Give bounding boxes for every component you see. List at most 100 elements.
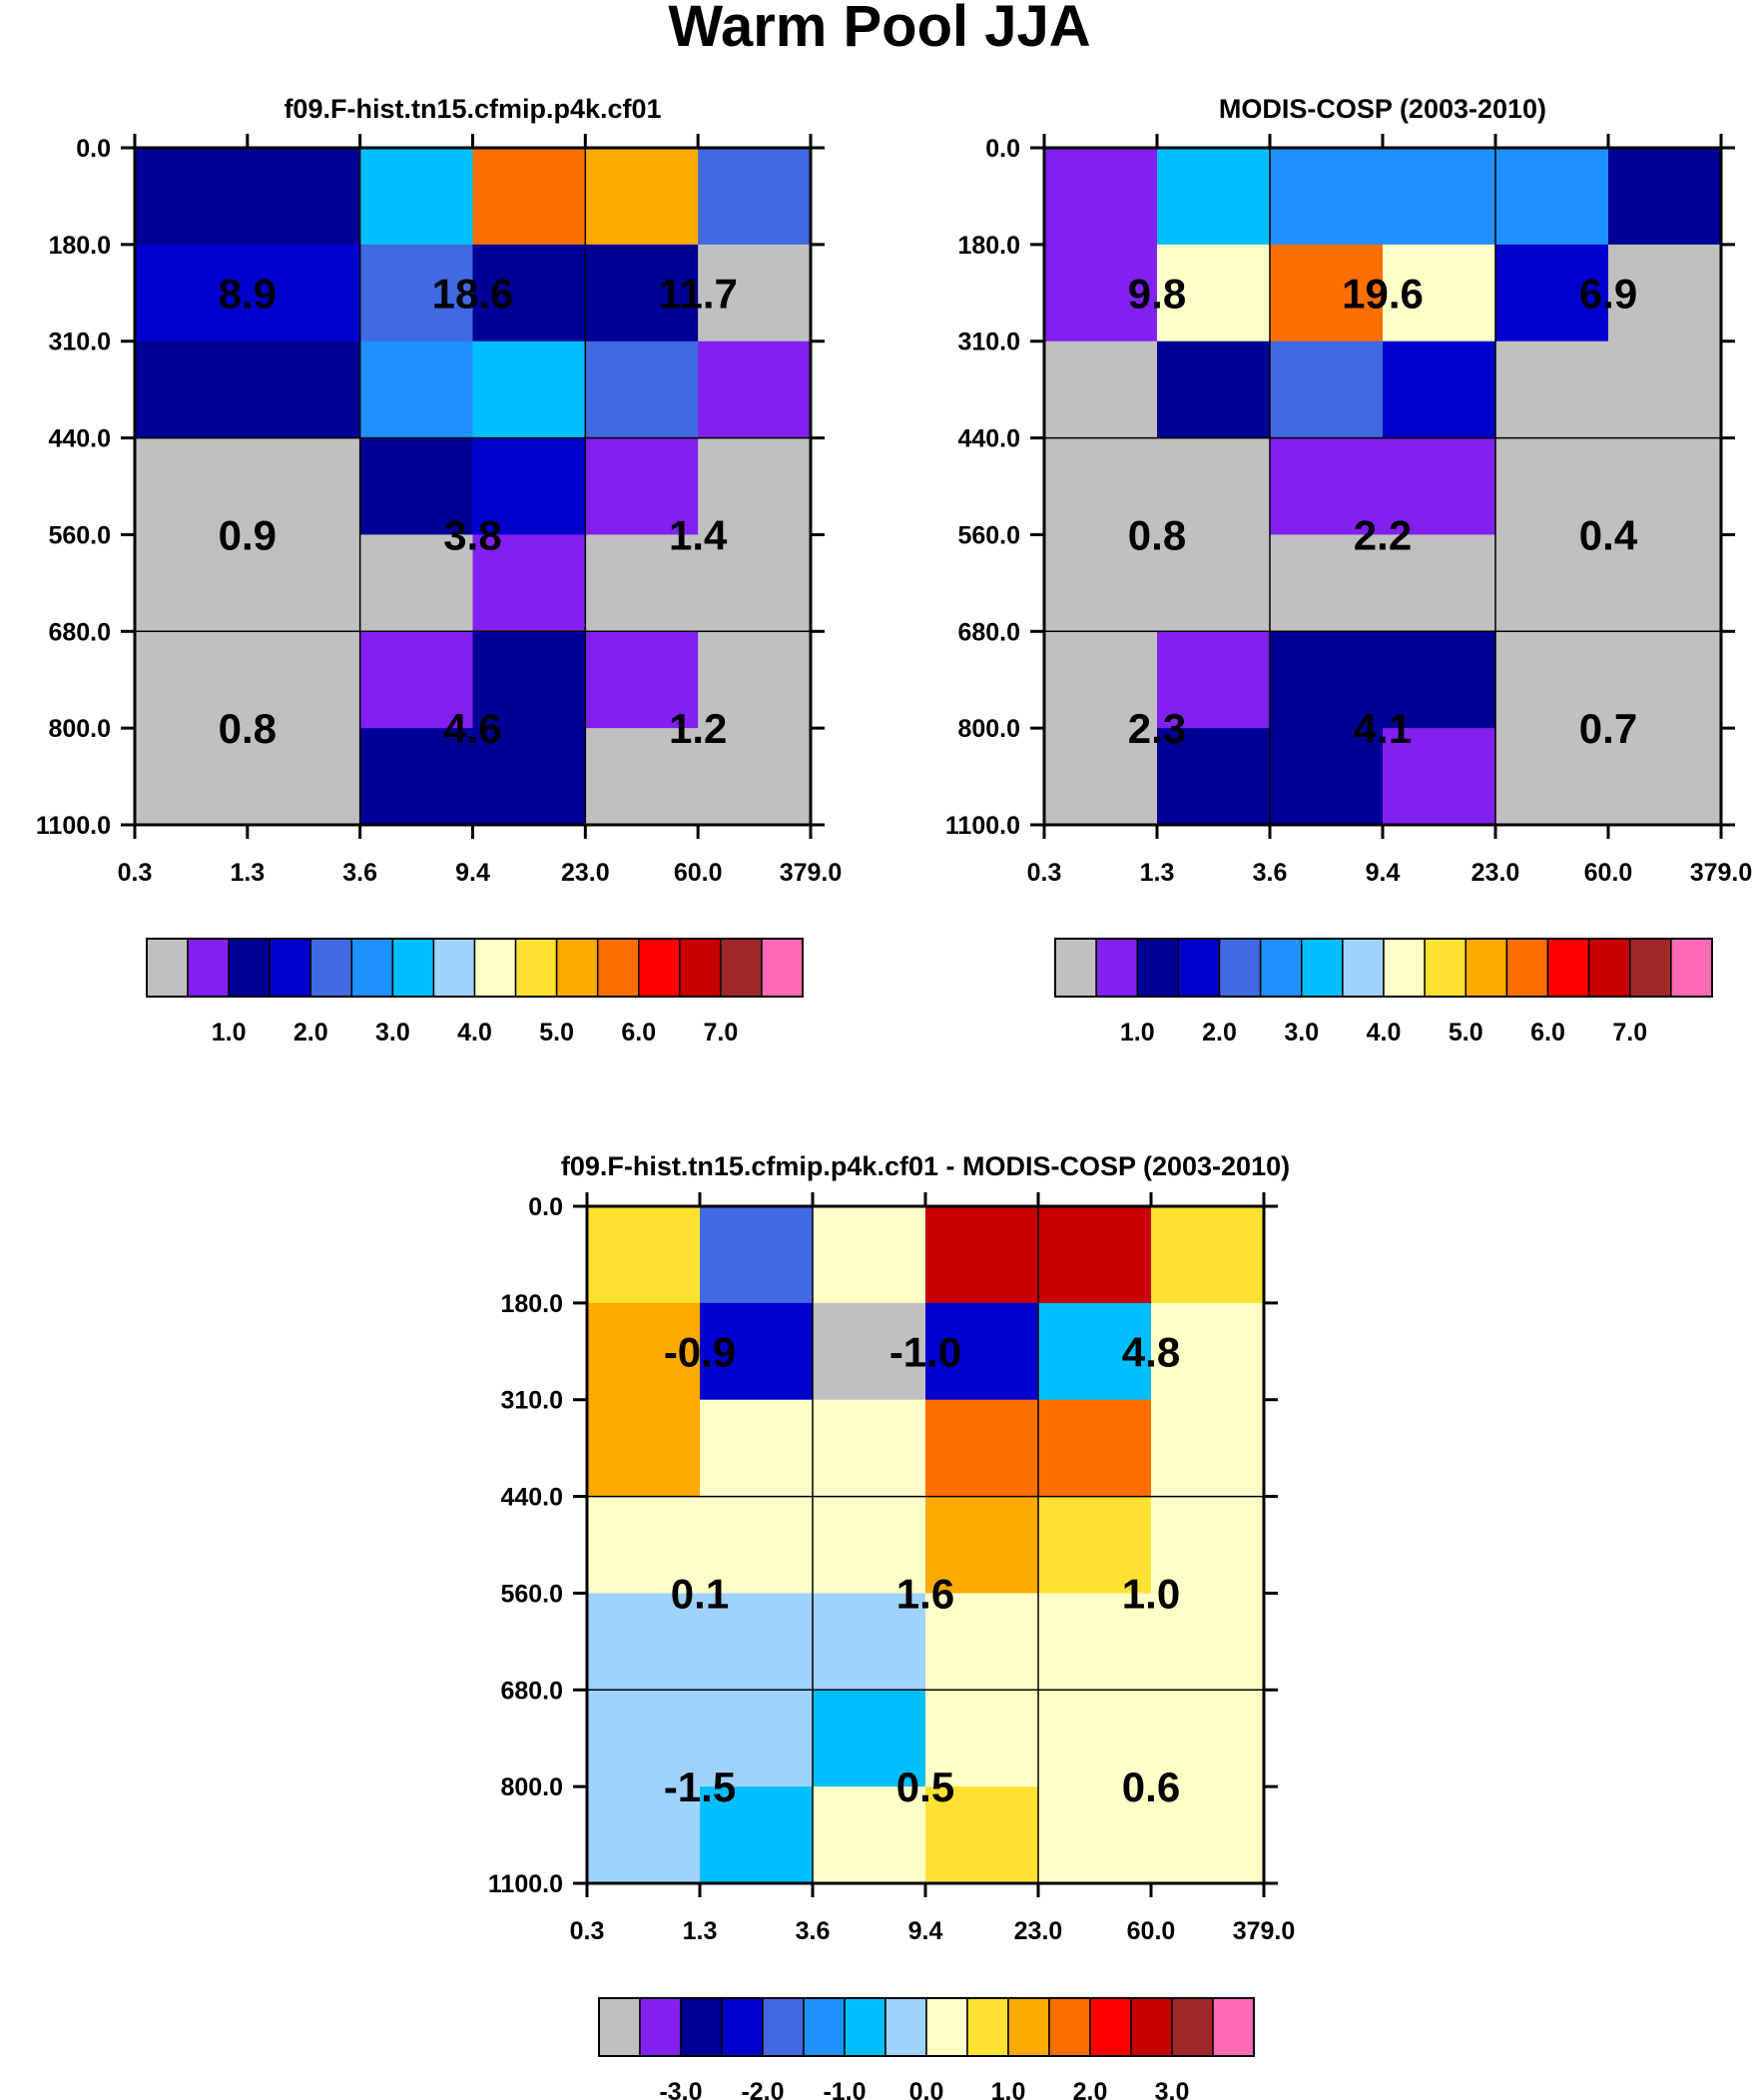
heatmap-cell bbox=[247, 244, 361, 343]
heatmap-cell bbox=[813, 1496, 926, 1595]
heatmap-cell bbox=[813, 1302, 926, 1401]
heatmap-cell bbox=[1038, 1399, 1152, 1498]
heatmap-cell bbox=[1270, 728, 1384, 826]
y-tick-label: 680.0 bbox=[957, 618, 1020, 646]
colorbar-swatch bbox=[1342, 938, 1385, 998]
heatmap-cell bbox=[1495, 534, 1609, 632]
data-label: 9.8 bbox=[1128, 270, 1186, 317]
heatmap-cell bbox=[1044, 244, 1158, 343]
heatmap-cell bbox=[135, 631, 249, 729]
y-tick-label: 310.0 bbox=[500, 1387, 563, 1415]
y-tick-label: 1100.0 bbox=[945, 812, 1020, 840]
data-label: -1.5 bbox=[664, 1763, 736, 1810]
y-tick-label: 560.0 bbox=[500, 1580, 563, 1608]
data-label: 2.2 bbox=[1354, 511, 1412, 558]
heatmap-cell bbox=[698, 534, 812, 632]
x-tick-label: 23.0 bbox=[561, 859, 610, 887]
heatmap-cell bbox=[585, 341, 699, 439]
chart-title: f09.F-hist.tn15.cfmip.p4k.cf01 - MODIS-C… bbox=[561, 1151, 1290, 1181]
heatmap-cell bbox=[1044, 534, 1158, 632]
figure-title: Warm Pool JJA bbox=[668, 0, 1090, 59]
colorbar-swatch bbox=[269, 938, 312, 998]
heatmap-cell bbox=[1270, 437, 1384, 536]
heatmap-cell bbox=[135, 148, 249, 246]
heatmap-cell bbox=[359, 148, 474, 246]
data-label: 0.8 bbox=[1128, 511, 1186, 558]
heatmap-cell bbox=[698, 728, 812, 826]
colorbar-label: 1.0 bbox=[991, 2078, 1026, 2100]
data-label: 0.6 bbox=[1122, 1763, 1180, 1810]
x-tick-label: 379.0 bbox=[780, 859, 843, 887]
colorbar-swatch bbox=[680, 1997, 723, 2057]
colorbar-swatch bbox=[1587, 938, 1631, 998]
heatmap-cell bbox=[587, 1302, 701, 1401]
heatmap-cell bbox=[700, 1399, 814, 1498]
heatmap-cell bbox=[1038, 1496, 1152, 1595]
chart-panel-2: MODIS-COSP (2003-2010) 0.0 180.0 310.0 440.0… bbox=[945, 94, 1752, 1047]
data-label: -0.9 bbox=[664, 1328, 736, 1375]
heatmap-cell bbox=[813, 1786, 926, 1884]
y-tick-label: 0.0 bbox=[528, 1193, 563, 1221]
x-tick-label: 0.3 bbox=[1027, 859, 1062, 887]
heatmap-cell bbox=[359, 534, 474, 632]
data-label: 3.8 bbox=[443, 511, 501, 558]
y-tick-label: 800.0 bbox=[957, 715, 1020, 743]
heatmap-cell bbox=[1038, 1206, 1152, 1304]
y-tick-label: 1100.0 bbox=[36, 812, 111, 840]
chart-title: MODIS-COSP (2003-2010) bbox=[1219, 94, 1546, 124]
heatmap-cell bbox=[700, 1206, 814, 1304]
colorbar-swatch bbox=[1177, 938, 1221, 998]
heatmap-cell bbox=[1608, 148, 1722, 246]
heatmap-cell bbox=[1608, 437, 1722, 536]
heatmap-cell bbox=[1038, 1302, 1152, 1401]
data-label: 4.1 bbox=[1354, 705, 1412, 752]
heatmap-cell bbox=[698, 631, 812, 729]
colorbar-swatch bbox=[1054, 938, 1097, 998]
heatmap-cell bbox=[1157, 534, 1271, 632]
heatmap-cell bbox=[1608, 631, 1722, 729]
data-label: 4.6 bbox=[443, 705, 501, 752]
colorbar-swatch bbox=[1670, 938, 1713, 998]
y-tick-label: 180.0 bbox=[48, 232, 111, 260]
heatmap-cell bbox=[585, 148, 699, 246]
colorbar-label: 5.0 bbox=[539, 1019, 574, 1047]
heatmap-cell bbox=[1151, 1496, 1265, 1595]
x-tick-label: 9.4 bbox=[1366, 859, 1401, 887]
heatmap-cell bbox=[1044, 341, 1158, 439]
data-label: 0.4 bbox=[1579, 511, 1638, 558]
colorbar-label: -2.0 bbox=[741, 2078, 784, 2100]
colorbar-frame bbox=[1054, 938, 1713, 998]
heatmap-cell bbox=[472, 631, 586, 729]
heatmap-cell bbox=[359, 631, 474, 729]
heatmap-cell bbox=[698, 148, 812, 246]
heatmap-cell bbox=[587, 1399, 701, 1498]
heatmap-cell bbox=[925, 1302, 1039, 1401]
heatmap-cell bbox=[1157, 437, 1271, 536]
heatmap-cell bbox=[1151, 1206, 1265, 1304]
heatmap-cell bbox=[359, 437, 474, 536]
heatmap-cell bbox=[1157, 148, 1271, 246]
heatmap-cell bbox=[925, 1593, 1039, 1691]
heatmap-cell bbox=[1495, 728, 1609, 826]
colorbar-label: 1.0 bbox=[212, 1019, 247, 1047]
heatmap-cell bbox=[1151, 1690, 1265, 1787]
heatmap-cell bbox=[925, 1399, 1039, 1498]
heatmap-cell bbox=[472, 244, 586, 343]
heatmap-cell bbox=[587, 1690, 701, 1787]
heatmap-cell bbox=[359, 728, 474, 826]
heatmap-cell bbox=[1383, 437, 1496, 536]
colorbar-swatch bbox=[1212, 1997, 1255, 2057]
colorbar-label: 0.0 bbox=[909, 2078, 944, 2100]
heatmap-cell bbox=[1383, 341, 1496, 439]
data-label: 2.3 bbox=[1128, 705, 1186, 752]
heatmap-cell bbox=[698, 437, 812, 536]
colorbar-swatch bbox=[925, 1997, 968, 2057]
heatmap-cell bbox=[813, 1206, 926, 1304]
x-tick-label: 60.0 bbox=[1584, 859, 1633, 887]
heatmap-cell bbox=[1270, 148, 1384, 246]
colorbar-swatch bbox=[1465, 938, 1508, 998]
y-tick-label: 800.0 bbox=[500, 1773, 563, 1801]
colorbar-frame bbox=[598, 1997, 1255, 2057]
x-tick-label: 1.3 bbox=[683, 1917, 718, 1945]
